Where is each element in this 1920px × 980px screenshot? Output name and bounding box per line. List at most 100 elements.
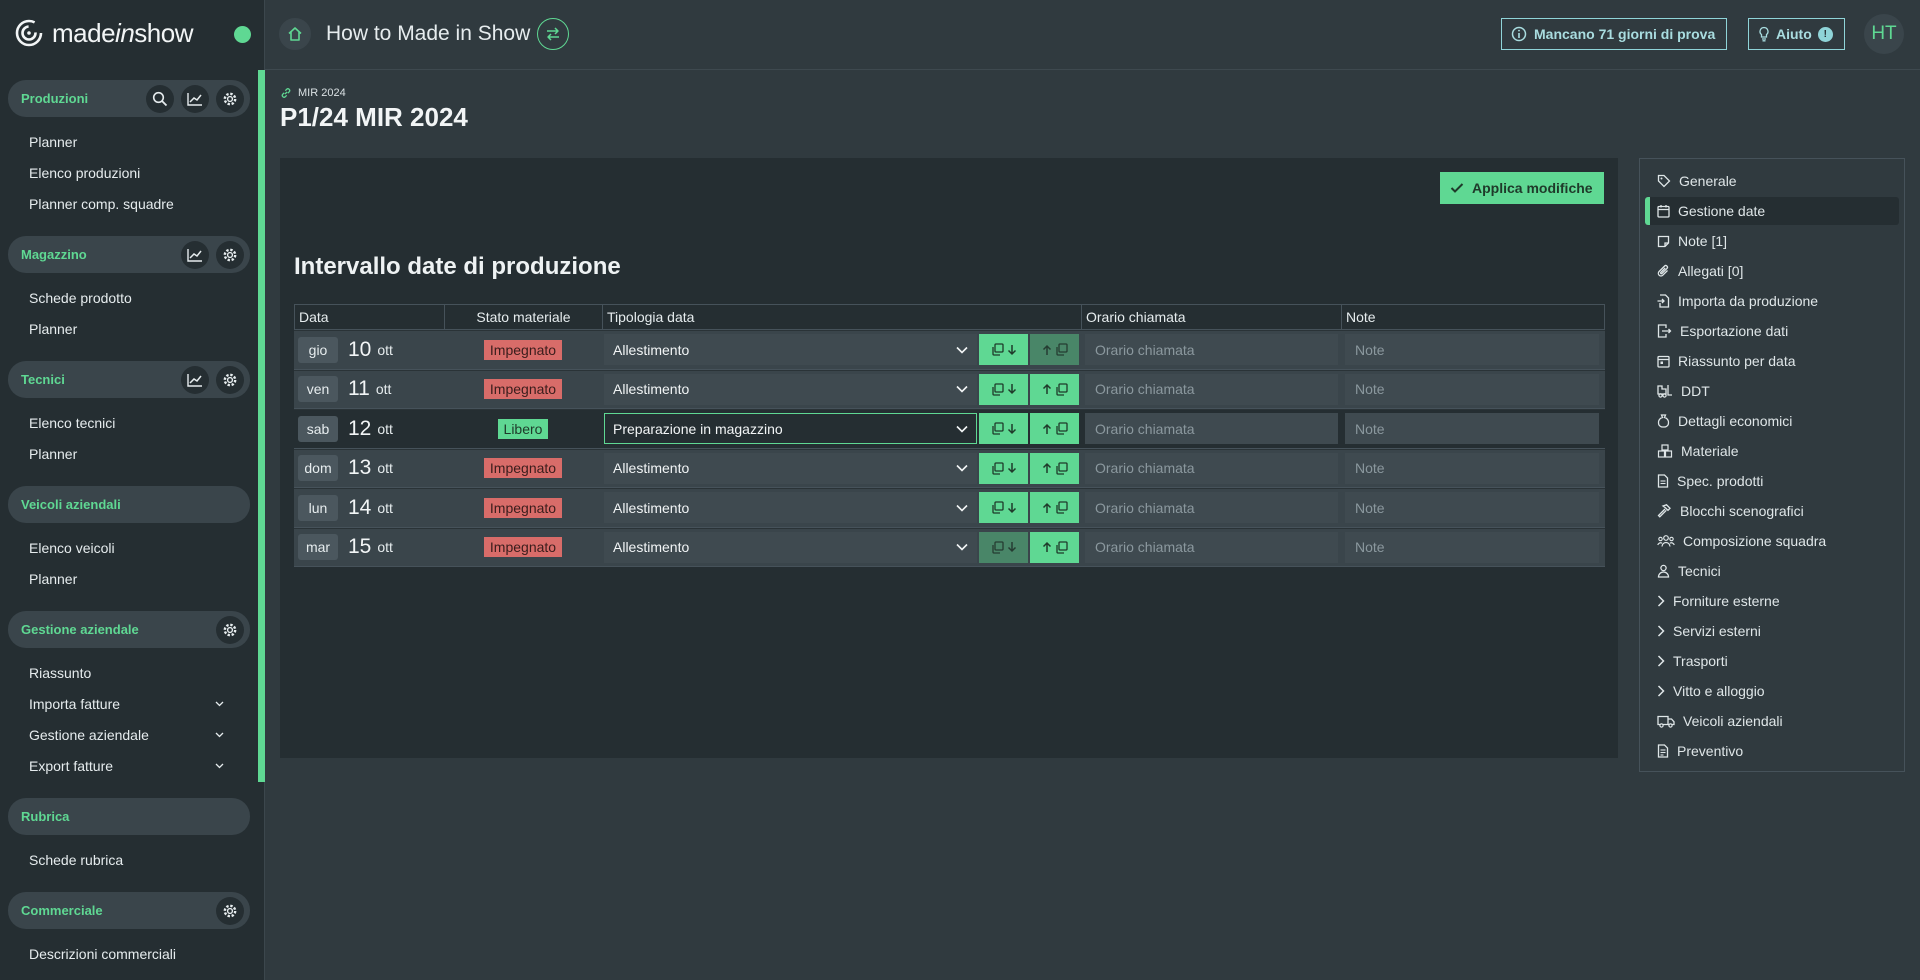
group-header-produzioni[interactable]: Produzioni [8,80,250,117]
date-type-select[interactable]: Allestimento [604,531,977,563]
menu-item-blocchi-scenografici[interactable]: Blocchi scenografici [1645,497,1899,525]
paperclip-icon [1657,264,1669,277]
sidebar-item-planner[interactable]: Planner [29,133,78,150]
avatar[interactable]: HT [1864,14,1904,54]
trial-info-button[interactable]: Mancano 71 giorni di prova [1501,18,1727,50]
copy-down-button[interactable] [979,334,1028,366]
sidebar-item-export-fatture[interactable]: Export fatture [0,750,258,781]
menu-item-note[interactable]: Note [1] [1645,227,1899,255]
call-time-input[interactable]: Orario chiamata [1085,452,1338,484]
chart-line-icon[interactable] [181,365,209,394]
call-time-input[interactable]: Orario chiamata [1085,373,1338,405]
sidebar-scroll-indicator[interactable] [258,70,265,782]
menu-item-materiale[interactable]: Materiale [1645,437,1899,465]
apply-changes-button[interactable]: Applica modifiche [1440,172,1604,204]
menu-item-esportazione-dati[interactable]: Esportazione dati [1645,317,1899,345]
group-header-veicoli[interactable]: Veicoli aziendali [8,486,250,523]
sidebar-item-elenco-veicoli[interactable]: Elenco veicoli [29,539,115,556]
copy-down-button[interactable] [979,373,1028,405]
note-input[interactable]: Note [1345,413,1599,445]
day-number: 11 [348,377,370,401]
home-button[interactable] [279,18,311,50]
copy-up-button[interactable] [1030,413,1079,445]
note-input[interactable]: Note [1345,373,1599,405]
sidebar-item-planner[interactable]: Planner [29,445,78,462]
sidebar-item-planner[interactable]: Planner [29,320,78,337]
date-type-select[interactable]: Allestimento [604,373,977,405]
group-header-commerciale[interactable]: Commerciale [8,892,250,929]
menu-item-veicoli-aziendali[interactable]: Veicoli aziendali [1645,707,1899,735]
logo[interactable]: madeinshow [14,16,193,50]
chevron-down-icon [956,346,968,354]
menu-item-dettagli-economici[interactable]: Dettagli economici [1645,407,1899,435]
call-time-input[interactable]: Orario chiamata [1085,334,1338,366]
copy-up-button[interactable] [1030,531,1079,563]
switch-button[interactable] [537,18,569,50]
note-input[interactable]: Note [1345,334,1599,366]
menu-item-riassunto-per-data[interactable]: Riassunto per data [1645,347,1899,375]
copy-down-button[interactable] [979,531,1028,563]
menu-item-importa-da-produzione[interactable]: Importa da produzione [1645,287,1899,315]
copy-down-button[interactable] [979,452,1028,484]
chart-line-icon[interactable] [181,84,209,113]
sidebar-item-descrizioni-commerciali[interactable]: Descrizioni commerciali [29,945,177,962]
sidebar-item-importa-fatture[interactable]: Importa fatture [0,688,258,719]
day-number: 15 [348,535,372,559]
menu-item-servizi-esterni[interactable]: Servizi esterni [1645,617,1899,645]
menu-item-allegati[interactable]: Allegati [0] [1645,257,1899,285]
menu-item-spec-prodotti[interactable]: Spec. prodotti [1645,467,1899,495]
copy-up-button[interactable] [1030,492,1079,524]
note-input[interactable]: Note [1345,452,1599,484]
gear-icon[interactable] [216,84,244,113]
copy-down-button[interactable] [979,492,1028,524]
chart-line-icon[interactable] [181,240,209,269]
sidebar-item-planner[interactable]: Planner [29,570,78,587]
group-header-rubrica[interactable]: Rubrica [8,798,250,835]
gear-icon[interactable] [216,365,244,394]
menu-item-generale[interactable]: Generale [1645,167,1899,195]
date-type-select[interactable]: Allestimento [604,452,977,484]
call-time-input[interactable]: Orario chiamata [1085,492,1338,524]
sidebar-item-gestione-aziendale[interactable]: Gestione aziendale [0,719,258,750]
menu-item-vitto-e-alloggio[interactable]: Vitto e alloggio [1645,677,1899,705]
dates-panel: Applica modifiche Intervallo date di pro… [280,158,1618,758]
group-header-magazzino[interactable]: Magazzino [8,236,250,273]
copy-up-button[interactable] [1030,452,1079,484]
gear-icon[interactable] [216,896,244,925]
arrow-up-icon [1042,542,1051,553]
gear-icon[interactable] [216,240,244,269]
sidebar-item-riassunto[interactable]: Riassunto [29,664,92,681]
menu-item-forniture-esterne[interactable]: Forniture esterne [1645,587,1899,615]
date-type-select[interactable]: Allestimento [604,492,977,524]
copy-up-button[interactable] [1030,334,1079,366]
note-input[interactable]: Note [1345,492,1599,524]
search-icon[interactable] [146,84,174,113]
sidebar-item-schede-rubrica[interactable]: Schede rubrica [29,851,124,868]
date-type-select[interactable]: Preparazione in magazzino [604,413,977,445]
menu-item-composizione-squadra[interactable]: Composizione squadra [1645,527,1899,555]
breadcrumb[interactable]: MIR 2024 [280,87,346,99]
sidebar-item-elenco-produzioni[interactable]: Elenco produzioni [29,164,141,181]
top-bar: How to Made in Show Mancano 71 giorni di… [265,0,1920,70]
call-time-input[interactable]: Orario chiamata [1085,531,1338,563]
sidebar-item-planner-comp-squadre[interactable]: Planner comp. squadre [29,195,174,212]
date-type-select[interactable]: Allestimento [604,334,977,366]
logo-spiral-icon [15,19,43,47]
group-header-gestione-aziendale[interactable]: Gestione aziendale [8,611,250,648]
menu-item-gestione-date[interactable]: Gestione date [1645,197,1899,225]
menu-item-ddt[interactable]: DDT [1645,377,1899,405]
menu-item-preventivo[interactable]: Preventivo [1645,737,1899,765]
menu-item-trasporti[interactable]: Trasporti [1645,647,1899,675]
sidebar-item-schede-prodotto[interactable]: Schede prodotto [29,289,132,306]
call-time-input[interactable]: Orario chiamata [1085,413,1338,445]
help-button[interactable]: Aiuto ! [1748,18,1845,50]
sidebar-item-elenco-tecnici[interactable]: Elenco tecnici [29,414,116,431]
check-icon [1450,183,1464,193]
month-label: ott [375,381,392,398]
note-input[interactable]: Note [1345,531,1599,563]
menu-item-tecnici[interactable]: Tecnici [1645,557,1899,585]
gear-icon[interactable] [216,615,244,644]
copy-up-button[interactable] [1030,373,1079,405]
group-header-tecnici[interactable]: Tecnici [8,361,250,398]
copy-down-button[interactable] [979,413,1028,445]
